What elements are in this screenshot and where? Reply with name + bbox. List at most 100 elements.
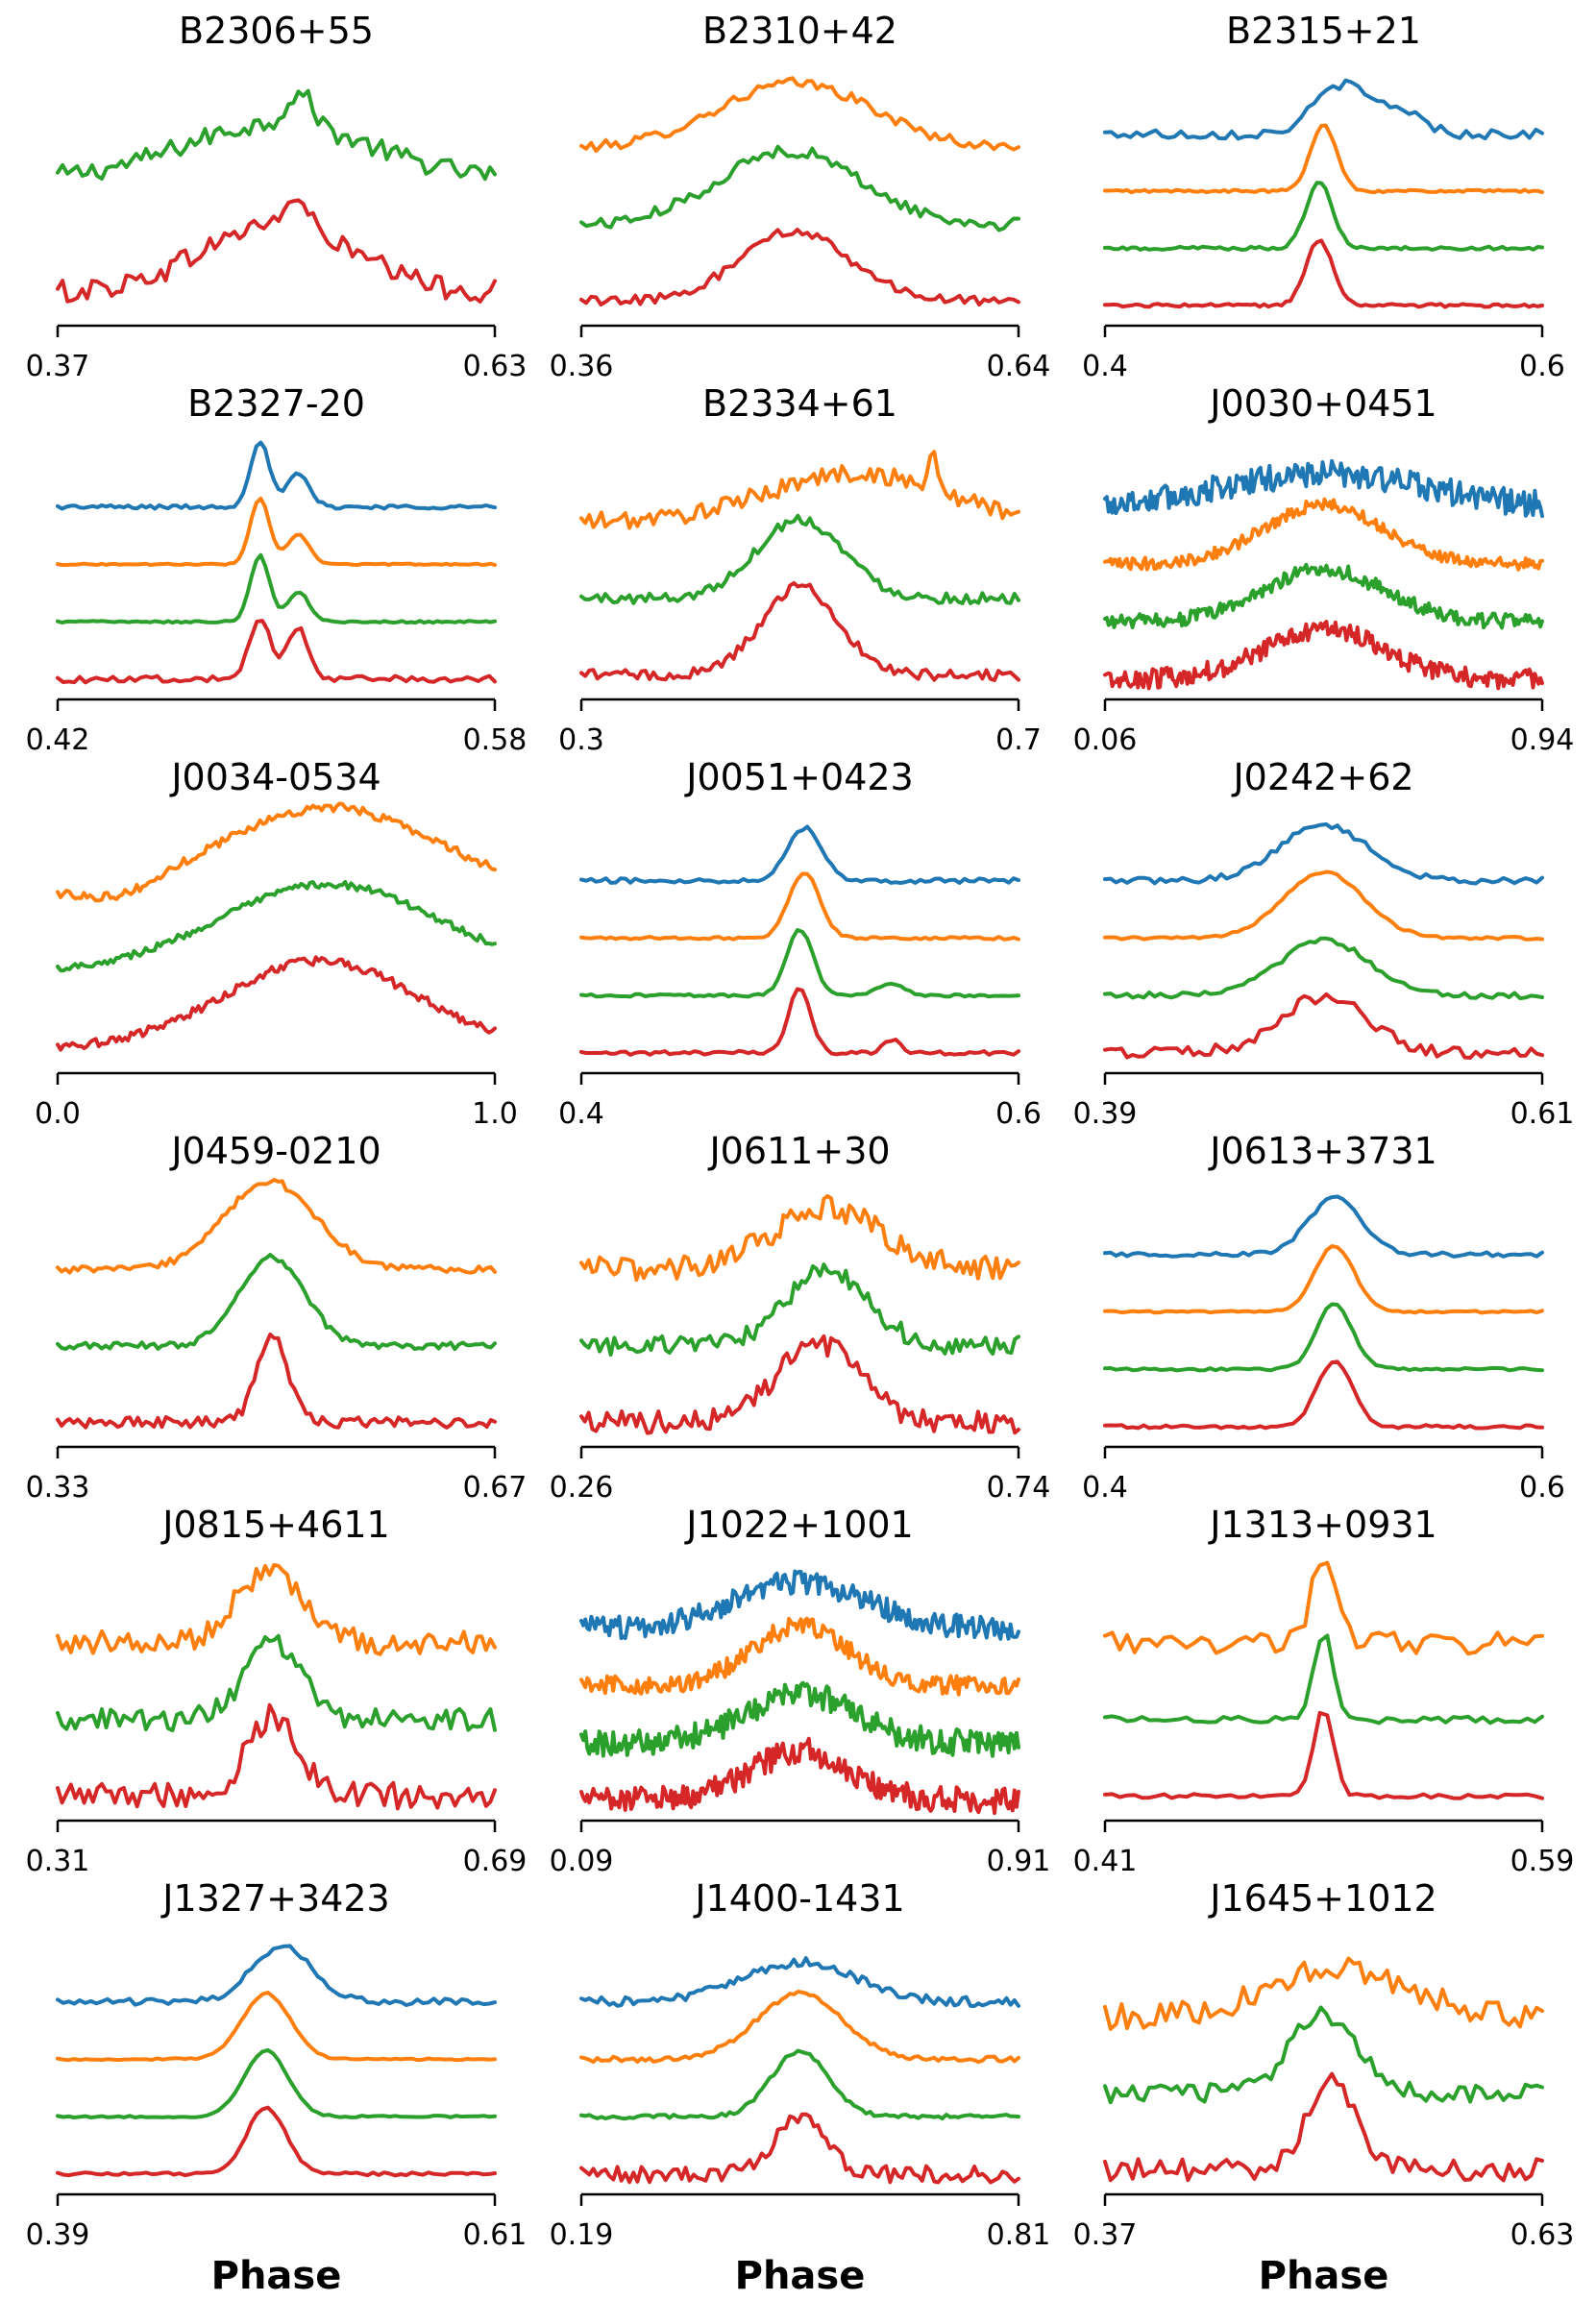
panel-J0051+0423: J0051+0423 0.4 0.6 — [558, 756, 1042, 1131]
x-tick-label-min: 0.42 — [26, 723, 90, 757]
x-tick-label-min: 0.0 — [35, 1097, 81, 1131]
panel-title: J0034-0534 — [169, 756, 381, 798]
trace-orange — [1103, 869, 1544, 942]
panel-J0459-0210: J0459-0210 0.33 0.67 — [26, 1130, 528, 1505]
x-tick-label-min: 0.4 — [1082, 1471, 1128, 1505]
panel-J0030+0451: J0030+0451 0.06 0.94 — [1073, 382, 1575, 757]
panel-B2310+42: B2310+42 0.36 0.64 — [550, 10, 1051, 383]
panel-title: J0613+3731 — [1208, 1130, 1436, 1172]
trace-orange — [579, 450, 1020, 530]
trace-red — [56, 1702, 497, 1811]
trace-blue — [1103, 458, 1544, 519]
panel-title: B2306+55 — [179, 10, 374, 52]
trace-orange — [56, 1178, 497, 1275]
trace-green — [579, 928, 1020, 999]
panel-title: J0242+62 — [1231, 756, 1413, 798]
x-axis-label: Phase — [211, 2254, 342, 2298]
trace-red — [56, 1333, 497, 1430]
trace-red — [1103, 620, 1544, 691]
panel-J1400-1431: J1400-1431 0.19 0.81 — [550, 1877, 1051, 2252]
trace-green — [579, 1262, 1020, 1357]
trace-orange — [1103, 1956, 1544, 2031]
x-tick-label-max: 0.63 — [463, 350, 528, 383]
trace-red — [1103, 238, 1544, 309]
trace-green — [1103, 181, 1544, 252]
panel-J0815+4611: J0815+4611 0.31 0.69 — [26, 1504, 528, 1878]
trace-blue — [579, 824, 1020, 885]
x-tick-label-max: 0.91 — [987, 1845, 1051, 1878]
x-axis-label: Phase — [735, 2254, 866, 2298]
x-tick-label-min: 0.19 — [550, 2218, 614, 2252]
x-tick-label-max: 0.61 — [1510, 1097, 1575, 1131]
trace-orange — [56, 1990, 497, 2063]
panel-J1327+3423: J1327+3423 0.39 0.61 — [26, 1877, 528, 2252]
panel-title: J1400-1431 — [693, 1877, 904, 1920]
trace-green — [56, 880, 497, 973]
trace-red — [579, 987, 1020, 1057]
trace-orange — [1103, 123, 1544, 195]
x-tick-label-max: 0.59 — [1510, 1845, 1575, 1878]
x-tick-label-min: 0.3 — [558, 723, 604, 757]
trace-green — [56, 2047, 497, 2119]
trace-orange — [56, 801, 497, 903]
x-tick-label-max: 0.67 — [463, 1471, 528, 1505]
trace-orange — [579, 1616, 1020, 1697]
trace-blue — [1103, 1194, 1544, 1259]
x-axis-label: Phase — [1259, 2254, 1389, 2298]
panel-J0613+3731: J0613+3731 0.4 0.6 — [1082, 1130, 1565, 1505]
trace-green — [1103, 562, 1544, 630]
panel-title: J0459-0210 — [169, 1130, 381, 1172]
trace-orange — [1103, 1244, 1544, 1315]
x-tick-label-max: 0.94 — [1510, 723, 1575, 757]
x-tick-label-min: 0.06 — [1073, 723, 1138, 757]
panel-title: J0051+0423 — [684, 756, 913, 798]
trace-green — [579, 2048, 1020, 2121]
trace-green — [579, 144, 1020, 233]
trace-orange — [579, 1193, 1020, 1283]
trace-blue — [56, 440, 497, 511]
x-tick-label-min: 0.37 — [1073, 2218, 1138, 2252]
trace-green — [579, 1680, 1020, 1758]
panel-B2315+21: B2315+21 0.4 0.6 — [1082, 10, 1565, 383]
trace-red — [56, 2105, 497, 2178]
x-tick-label-max: 0.6 — [1519, 1471, 1565, 1505]
x-tick-label-max: 0.64 — [987, 350, 1051, 383]
x-tick-label-min: 0.37 — [26, 350, 90, 383]
panel-title: J0030+0451 — [1208, 382, 1436, 425]
trace-blue — [1103, 822, 1544, 886]
panel-J1645+1012: J1645+1012 0.37 0.63 — [1073, 1877, 1575, 2252]
panel-J0611+30: J0611+30 0.26 0.74 — [550, 1130, 1051, 1505]
trace-red — [579, 1736, 1020, 1816]
x-tick-label-max: 0.6 — [1519, 350, 1565, 383]
trace-red — [579, 1334, 1020, 1435]
trace-orange — [1103, 497, 1544, 572]
panel-title: J1313+0931 — [1208, 1504, 1436, 1546]
trace-orange — [1103, 1560, 1544, 1656]
x-tick-label-min: 0.4 — [558, 1097, 604, 1131]
trace-orange — [579, 1990, 1020, 2065]
panel-title: B2310+42 — [702, 10, 897, 52]
trace-red — [1103, 991, 1544, 1060]
x-tick-label-max: 0.6 — [995, 1097, 1042, 1131]
x-tick-label-max: 0.81 — [987, 2218, 1051, 2252]
panel-J0034-0534: J0034-0534 0.0 1.0 — [35, 756, 518, 1131]
panel-B2306+55: B2306+55 0.37 0.63 — [26, 10, 528, 383]
x-tick-label-min: 0.39 — [26, 2218, 90, 2252]
trace-red — [56, 955, 497, 1052]
panel-J1313+0931: J1313+0931 0.41 0.59 — [1073, 1504, 1575, 1878]
x-tick-label-max: 0.58 — [463, 723, 528, 757]
trace-orange — [56, 496, 497, 567]
trace-green — [1103, 1633, 1544, 1726]
trace-green — [56, 1633, 497, 1732]
panel-title: J0815+4611 — [160, 1504, 389, 1546]
trace-orange — [579, 871, 1020, 942]
trace-red — [1103, 1710, 1544, 1800]
trace-red — [579, 580, 1020, 682]
panel-title: J1327+3423 — [160, 1877, 389, 1920]
panel-title: J0611+30 — [707, 1130, 890, 1172]
trace-blue — [579, 1956, 1020, 2008]
trace-blue — [1103, 78, 1544, 141]
trace-blue — [56, 1944, 497, 2007]
trace-green — [56, 552, 497, 625]
